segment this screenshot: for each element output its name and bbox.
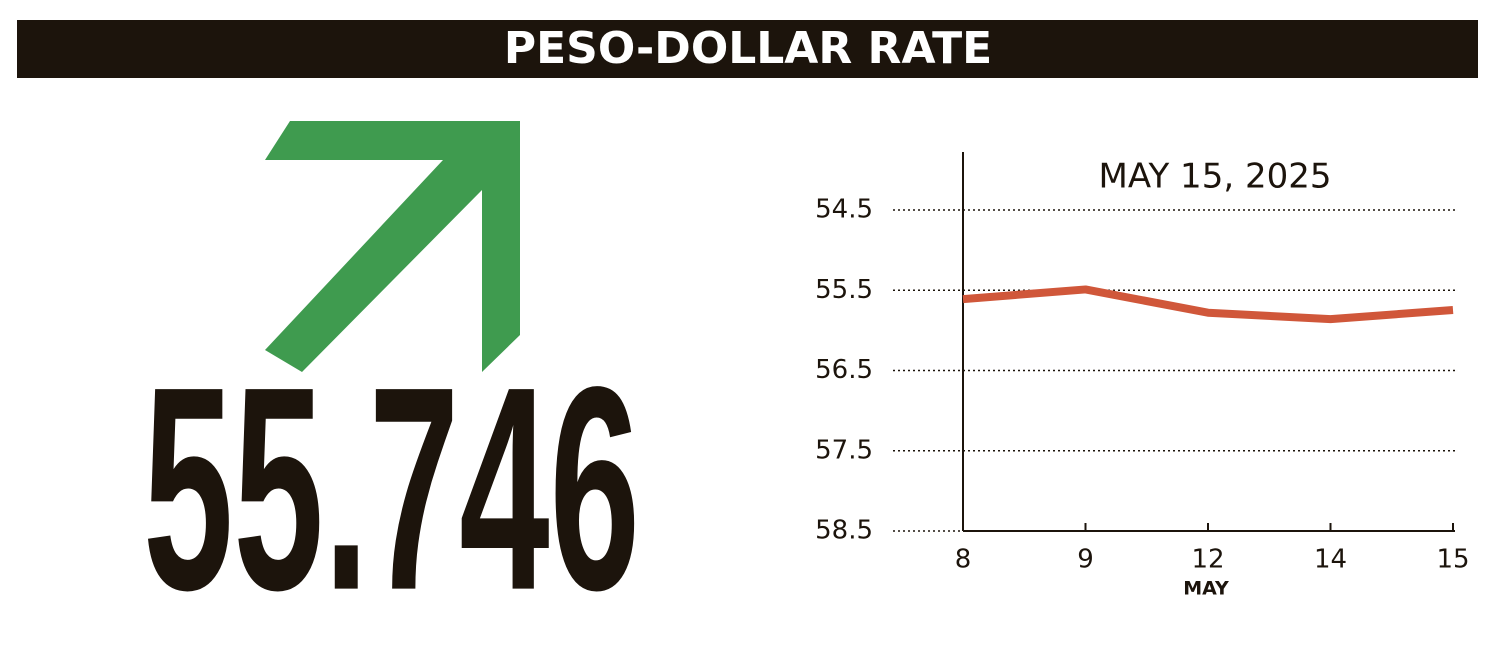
chart-subtitle: MAY 15, 2025 [1099,157,1332,197]
x-tick-label: 15 [1436,545,1469,575]
title-banner [17,20,1478,78]
title: PESO-DOLLAR RATE [504,23,992,74]
y-tick-label: 58.5 [815,516,873,546]
x-tick-label: 12 [1191,545,1224,575]
up-arrow-icon [265,121,520,372]
x-axis-label: MAY [1183,578,1229,600]
x-tick-label: 9 [1077,545,1094,575]
headline-value: 55.746 [143,327,640,651]
x-tick-label: 14 [1314,545,1347,575]
y-tick-label: 54.5 [815,195,873,225]
data-line [962,285,1454,324]
x-tick-label: 8 [955,545,972,575]
y-tick-label: 57.5 [815,435,873,465]
y-tick-label: 56.5 [815,355,873,385]
y-tick-label: 55.5 [815,275,873,305]
